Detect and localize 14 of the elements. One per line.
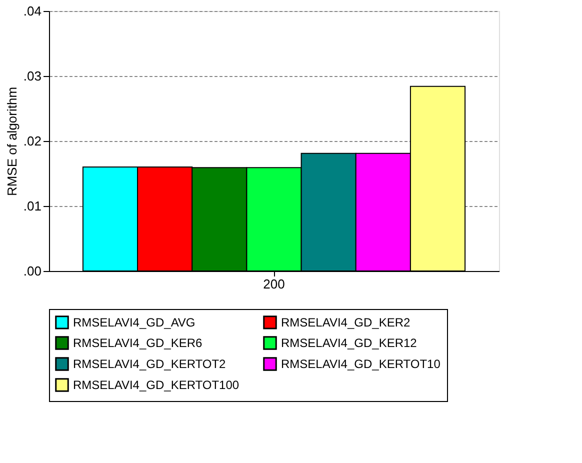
legend-label: RMSELAVI4_GD_KER2 [281,315,410,330]
legend-label: RMSELAVI4_GD_KERTOT2 [73,357,226,371]
legend-label: RMSELAVI4_GD_KER6 [73,336,202,350]
legend-label: RMSELAVI4_GD_AVG [73,315,196,330]
y-tick-label: .02 [23,134,42,148]
y-tick-label: .00 [23,264,42,278]
x-tick-label: 200 [263,276,285,292]
y-tick-label: .03 [23,68,42,84]
legend-label: RMSELAVI4_GD_KERTOT10 [281,357,441,371]
y-tick-label: .01 [23,198,42,214]
y-axis-title: RMSE of algorithm [4,86,20,196]
legend-label: RMSELAVI4_GD_KER12 [281,336,418,350]
y-tick-label: .04 [23,4,42,18]
legend-label: RMSELAVI4_GD_KERTOT100 [73,378,240,392]
